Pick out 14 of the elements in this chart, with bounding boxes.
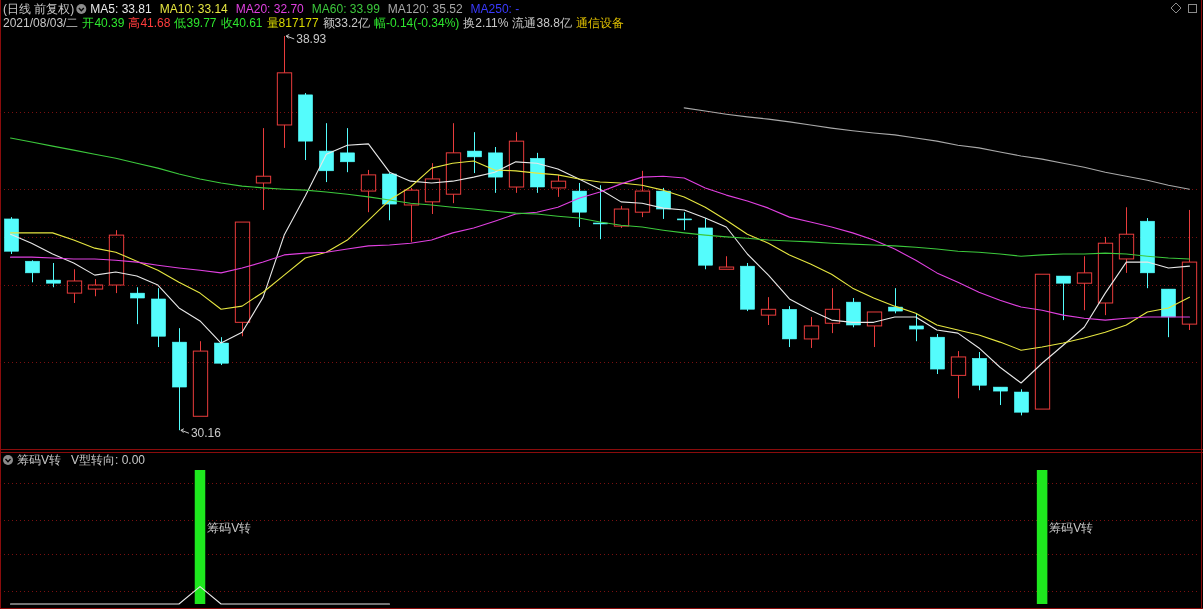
text: MA5: 33.81 — [90, 2, 153, 16]
chart-subtitle: V型转向: 0.00 — [71, 453, 146, 467]
legend-label: MA250: - — [470, 2, 520, 16]
annotation: 筹码V转 — [1049, 521, 1094, 535]
text: MA10: 33.14 — [159, 2, 229, 16]
text: MA60: 33.99 — [311, 2, 381, 16]
annotation: 38.93 — [296, 31, 327, 46]
annotation: 30.16 — [190, 426, 222, 441]
text: 2021/08/03/二 开40.39 高41.68 低39.77 收40.61 量817177 额33.2亿 幅-0.14(-0.34%) 换2.11% 流通38.8亿 通信设备 — [3, 16, 624, 30]
chart-title: 筹码V转 — [17, 453, 62, 467]
text: MA120: 35.52 — [387, 2, 463, 16]
text: MA20: 32.70 — [235, 2, 305, 16]
annotation: 筹码V转 — [207, 521, 252, 535]
chart-title: (日线 前复权) — [3, 2, 75, 16]
